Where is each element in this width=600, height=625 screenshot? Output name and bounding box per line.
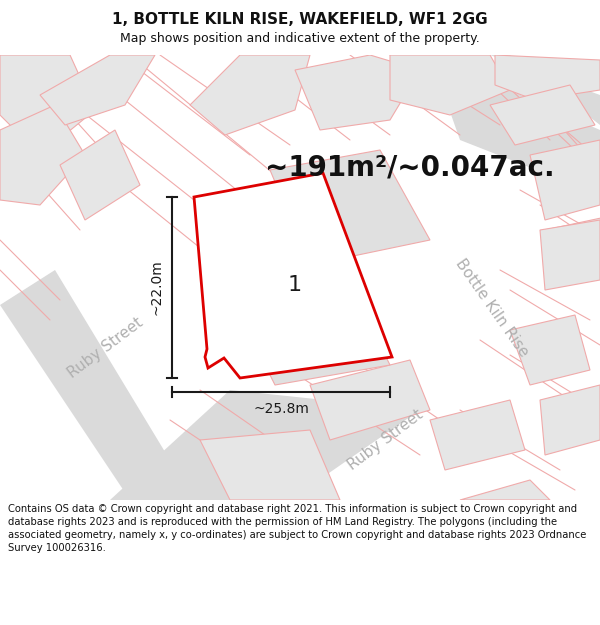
Text: 1: 1 xyxy=(288,275,302,295)
Text: ~25.8m: ~25.8m xyxy=(253,402,309,416)
Polygon shape xyxy=(190,55,310,135)
Polygon shape xyxy=(194,173,392,378)
Polygon shape xyxy=(430,55,600,195)
Polygon shape xyxy=(430,400,525,470)
Polygon shape xyxy=(0,270,185,500)
Polygon shape xyxy=(460,480,550,500)
Polygon shape xyxy=(0,55,95,155)
Polygon shape xyxy=(240,295,390,385)
Polygon shape xyxy=(60,130,140,220)
Text: Map shows position and indicative extent of the property.: Map shows position and indicative extent… xyxy=(120,32,480,45)
Polygon shape xyxy=(310,360,430,440)
Polygon shape xyxy=(200,430,340,500)
Polygon shape xyxy=(490,55,600,125)
Text: ~22.0m: ~22.0m xyxy=(150,259,164,316)
Polygon shape xyxy=(295,55,420,130)
Text: Ruby Street: Ruby Street xyxy=(65,315,145,381)
Polygon shape xyxy=(540,385,600,455)
Polygon shape xyxy=(540,220,600,290)
Polygon shape xyxy=(0,105,85,205)
Text: ~191m²/~0.047ac.: ~191m²/~0.047ac. xyxy=(265,154,554,182)
Polygon shape xyxy=(40,55,155,125)
Polygon shape xyxy=(545,215,600,285)
Polygon shape xyxy=(530,140,600,220)
Polygon shape xyxy=(390,55,510,115)
Text: Ruby Street: Ruby Street xyxy=(344,407,425,473)
Polygon shape xyxy=(110,390,420,500)
Text: 1, BOTTLE KILN RISE, WAKEFIELD, WF1 2GG: 1, BOTTLE KILN RISE, WAKEFIELD, WF1 2GG xyxy=(112,12,488,27)
Polygon shape xyxy=(270,150,430,265)
Polygon shape xyxy=(510,315,590,385)
Text: Contains OS data © Crown copyright and database right 2021. This information is : Contains OS data © Crown copyright and d… xyxy=(8,504,586,553)
Polygon shape xyxy=(495,55,600,100)
Polygon shape xyxy=(490,85,595,145)
Text: Bottle Kiln Rise: Bottle Kiln Rise xyxy=(452,256,532,360)
